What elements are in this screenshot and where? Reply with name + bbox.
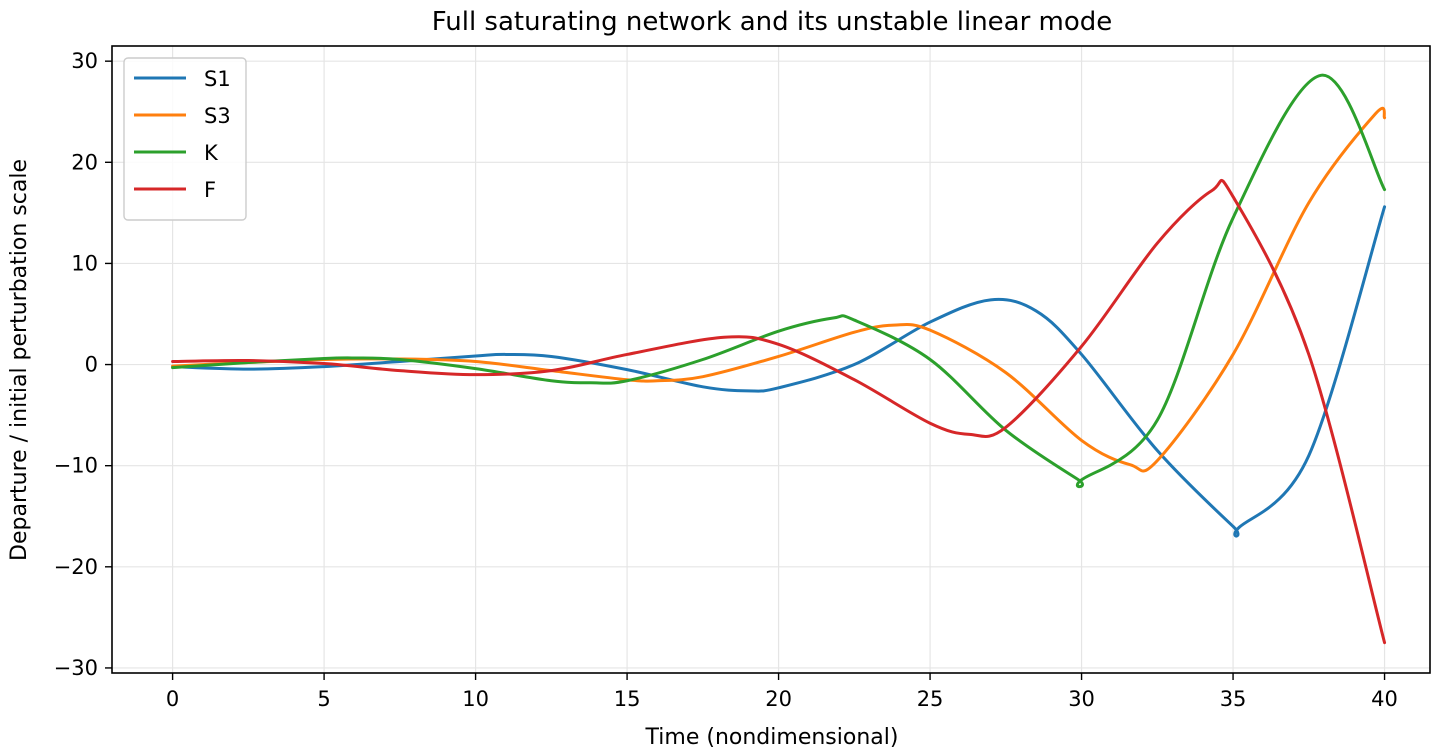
series-line-f bbox=[171, 179, 1387, 645]
series-line-s3 bbox=[171, 106, 1387, 473]
y-tick-label: 10 bbox=[71, 251, 98, 275]
series-layer bbox=[171, 73, 1387, 645]
y-tick-label: 30 bbox=[71, 49, 98, 73]
series-line-k bbox=[171, 73, 1387, 489]
legend-label-f: F bbox=[204, 178, 216, 202]
y-tick-label: −20 bbox=[54, 555, 98, 579]
legend-label-k: K bbox=[204, 141, 219, 165]
grid bbox=[112, 46, 1430, 673]
legend-box bbox=[123, 57, 247, 221]
y-tick-label: −10 bbox=[54, 454, 98, 478]
legend: S1 S3 KF bbox=[123, 57, 247, 221]
x-tick-label: 0 bbox=[166, 687, 179, 711]
x-tick-label: 40 bbox=[1371, 687, 1398, 711]
y-tick-label: −30 bbox=[54, 656, 98, 680]
x-tick-label: 5 bbox=[317, 687, 330, 711]
x-tick-label: 15 bbox=[614, 687, 641, 711]
x-tick-label: 25 bbox=[917, 687, 944, 711]
y-axis-title: Departure / initial perturbation scale bbox=[7, 159, 32, 561]
y-tick-label: 0 bbox=[85, 353, 98, 377]
plot-area bbox=[111, 45, 1431, 674]
x-axis: 0 5 10 15 20 25 30 35 40 bbox=[166, 673, 1398, 711]
x-tick-label: 20 bbox=[765, 687, 792, 711]
legend-label-s3: S3 bbox=[204, 104, 231, 128]
chart-title: Full saturating network and its unstable… bbox=[432, 7, 1113, 37]
x-tick-label: 10 bbox=[462, 687, 489, 711]
x-tick-label: 30 bbox=[1068, 687, 1095, 711]
y-tick-label: 20 bbox=[71, 150, 98, 174]
legend-label-s1: S1 bbox=[204, 67, 231, 91]
y-axis: −30 −20 −10 0 10 20 30 bbox=[54, 49, 112, 680]
x-tick-label: 35 bbox=[1220, 687, 1247, 711]
x-axis-title: Time (nondimensional) bbox=[645, 725, 899, 750]
